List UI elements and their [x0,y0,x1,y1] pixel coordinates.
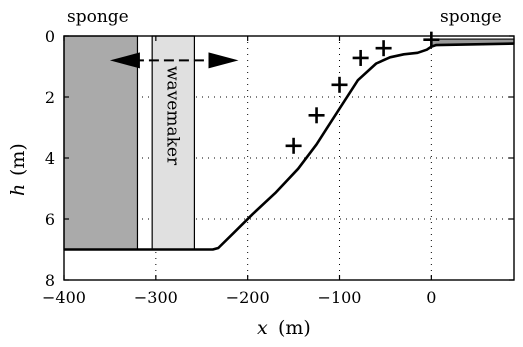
wavemaker-motion-arrow [109,52,239,69]
measurement-marker [308,107,325,124]
measurement-marker [285,137,302,154]
measurement-marker [375,40,392,57]
bathymetry-line [64,42,515,251]
y-tick-label: 6 [45,210,55,229]
y-axis-label: h (m) [7,143,29,196]
sponge-left-label: sponge [67,7,129,27]
x-ticks: −400 −300 −200 −100 0 [42,36,436,307]
arrow-head-right [208,52,239,69]
x-tick-label: −300 [134,288,178,307]
x-tick-label: 0 [426,288,436,307]
wavemaker-label: wavemaker [162,66,182,166]
arrow-head-left [109,52,140,69]
x-tick-label: −100 [318,288,362,307]
y-tick-label: 2 [45,88,55,107]
x-tick-label: −400 [42,288,86,307]
x-axis-label: x (m) [257,317,311,339]
x-tick-label: −200 [226,288,270,307]
regions [63,35,515,251]
y-tick-label: 8 [45,271,55,290]
measurement-marker [331,76,348,93]
y-tick-label: 0 [45,27,55,46]
y-axis-symbol: h [7,184,29,196]
sponge-right-label: sponge [440,7,502,27]
measurement-marker [352,49,369,66]
measurement-markers [285,31,440,154]
y-axis-unit: (m) [7,143,29,176]
wavemaker-region [151,35,196,251]
y-ticks: 0 2 4 6 8 [45,27,514,290]
x-axis-unit: (m) [278,317,311,339]
sponge-left-region [63,35,139,251]
x-axis-symbol: x [257,317,268,339]
y-tick-label: 4 [45,149,55,168]
